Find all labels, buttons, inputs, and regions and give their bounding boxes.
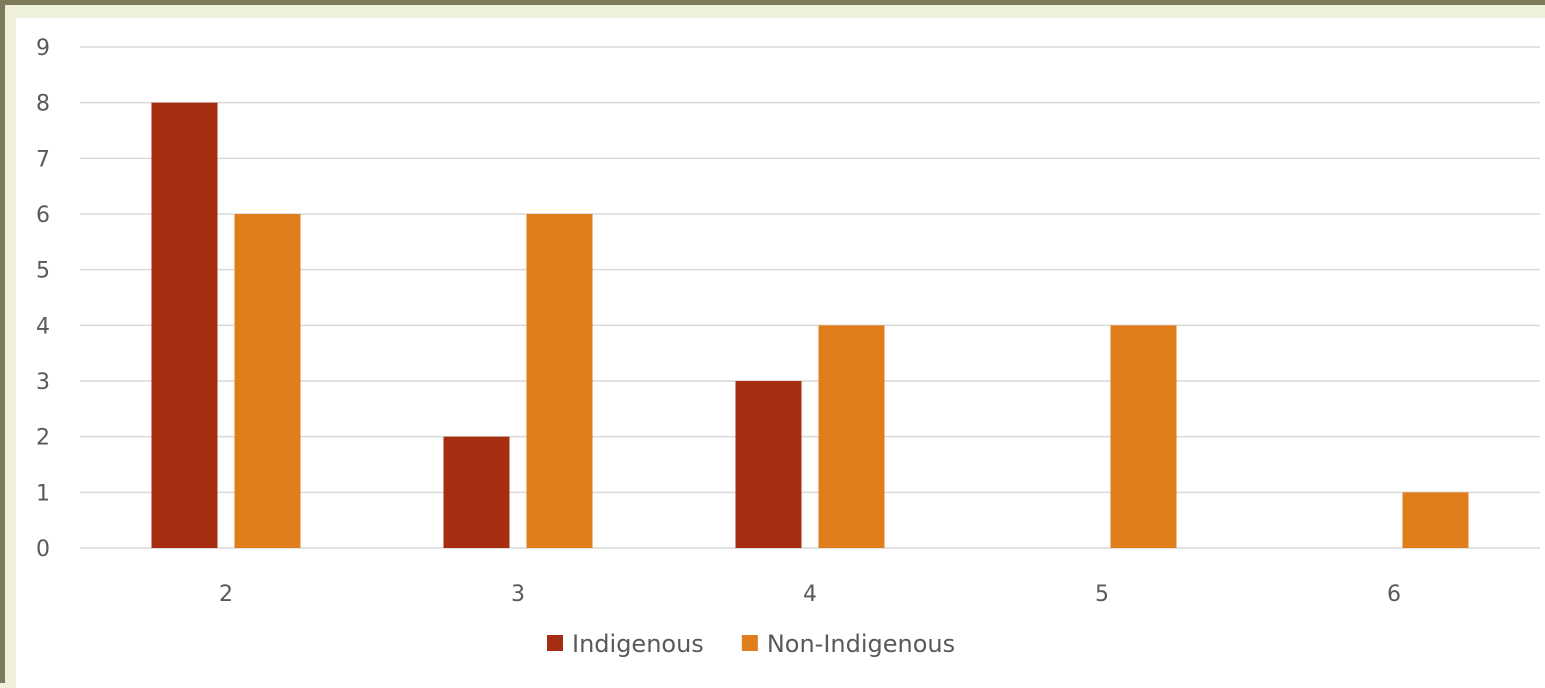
y-tick-label: 4 — [36, 314, 50, 339]
y-tick-label: 7 — [36, 147, 50, 172]
bar-non-indigenous-2 — [234, 214, 301, 548]
y-tick-label: 1 — [36, 481, 50, 506]
legend-swatch — [547, 635, 563, 651]
x-tick-label: 2 — [219, 582, 233, 607]
legend: Indigenous Non-Indigenous — [547, 630, 955, 658]
x-tick-label: 4 — [803, 582, 817, 607]
bars — [151, 102, 1469, 549]
gridlines — [80, 46, 1540, 549]
x-tick-label: 5 — [1095, 582, 1109, 607]
y-tick-label: 2 — [36, 426, 50, 451]
legend-swatch — [741, 635, 758, 651]
x-tick-label: 6 — [1387, 582, 1401, 607]
y-tick-label: 9 — [36, 36, 50, 61]
bar-indigenous-2 — [151, 102, 218, 549]
y-tick-label: 5 — [36, 259, 50, 284]
bar-chart: 0 1 2 3 4 5 6 7 8 9 2 3 4 5 6 Indigenous Non-Indigenou… — [36, 36, 1540, 658]
bar-non-indigenous-6 — [1402, 492, 1469, 548]
bar-non-indigenous-4 — [818, 325, 885, 548]
bar-indigenous-4 — [735, 381, 802, 548]
x-axis-ticks: 2 3 4 5 6 — [219, 582, 1401, 607]
bar-indigenous-3 — [443, 436, 510, 548]
bar-non-indigenous-5 — [1110, 325, 1177, 548]
y-tick-label: 6 — [36, 203, 50, 228]
chart-area: 0 1 2 3 4 5 6 7 8 9 2 3 4 5 6 Indigenous Non-Indigenou… — [16, 18, 1545, 688]
x-tick-label: 3 — [511, 582, 525, 607]
legend-label: Indigenous — [572, 630, 704, 658]
bar-non-indigenous-3 — [526, 214, 593, 548]
legend-label: Non-Indigenous — [767, 630, 955, 658]
y-tick-label: 8 — [36, 92, 50, 117]
y-tick-label: 0 — [36, 537, 50, 562]
y-tick-label: 3 — [36, 370, 50, 395]
y-axis-ticks: 0 1 2 3 4 5 6 7 8 9 — [36, 36, 50, 562]
